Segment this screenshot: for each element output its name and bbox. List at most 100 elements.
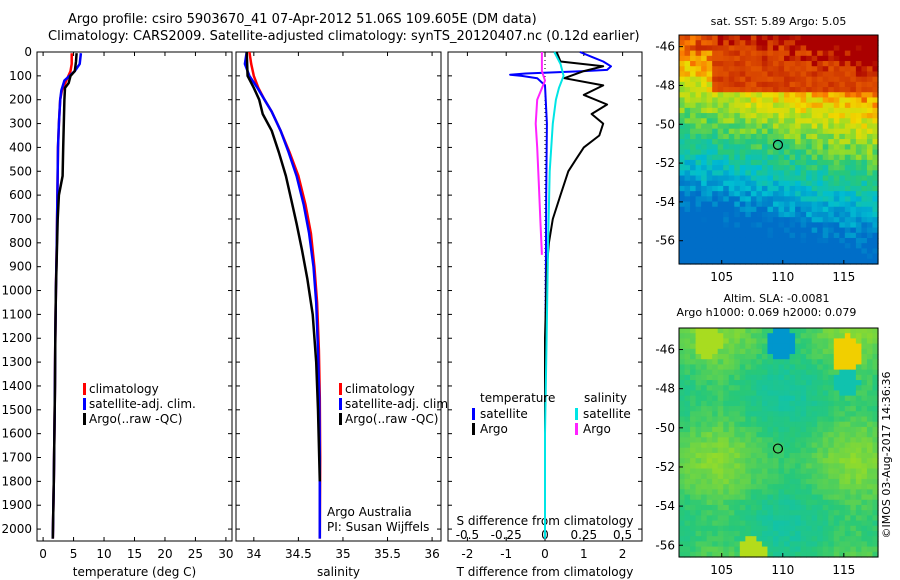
sst_map-cell	[866, 118, 874, 125]
sst_map-cell	[850, 165, 857, 171]
sst_map-cell	[811, 123, 818, 130]
sla_map-cell	[850, 520, 857, 527]
sla_map-cell	[745, 447, 752, 454]
sst_map-cell	[679, 185, 686, 192]
sla_map-cell	[828, 380, 835, 386]
sst_map-cell	[756, 40, 763, 46]
sst_map-cell	[701, 185, 708, 192]
sst_map-ytick-label: -50	[655, 117, 675, 131]
sst_map-cell	[728, 185, 735, 192]
sst_map-cell	[850, 258, 857, 265]
sst_map-cell	[756, 185, 763, 192]
sla_map-cell	[772, 452, 780, 459]
sla_map-cell	[690, 447, 697, 454]
sst_map-cell	[717, 66, 724, 73]
sla_map-cell	[866, 354, 874, 360]
sla_map-cell	[811, 354, 818, 360]
sst_map-cell	[772, 211, 780, 218]
sla_map-cell	[712, 447, 719, 454]
sla_map-cell	[772, 338, 780, 345]
sla_map-cell	[695, 442, 702, 449]
sla_map-cell	[756, 504, 763, 511]
sst_map-cell	[778, 243, 785, 249]
sla_map-cell	[772, 411, 780, 418]
sla_map-cell	[866, 447, 874, 454]
sst_map-cell	[767, 196, 774, 203]
sst_map-cell	[828, 243, 835, 249]
sla_map-cell	[695, 484, 702, 490]
sla_map-cell	[695, 473, 702, 480]
sst_map-cell	[684, 201, 691, 208]
sla_map-cell	[822, 437, 829, 444]
sla_map-cell	[717, 473, 724, 480]
sla_map-cell	[795, 411, 802, 418]
sla_map-cell	[734, 343, 741, 350]
sla_map-cell	[739, 406, 746, 412]
sla_map-cell	[817, 338, 824, 345]
sla_map-cell	[772, 359, 780, 366]
sla_map-cell	[855, 354, 863, 360]
sla_map-cell	[866, 416, 874, 423]
sla_map-cell	[756, 551, 763, 558]
sst_map-cell	[806, 55, 813, 62]
temperature-xtick-label: 15	[127, 547, 142, 561]
sla_map-cell	[712, 551, 719, 558]
sla_map-cell	[872, 499, 879, 506]
sla_map-cell	[828, 364, 835, 371]
sst_map-cell	[789, 113, 796, 119]
sst_map-cell	[866, 92, 874, 99]
sla_map-cell	[778, 515, 785, 522]
sst_map-cell	[690, 92, 697, 99]
sst_map-cell	[866, 253, 874, 260]
sst_map-cell	[795, 133, 802, 140]
sla_map-cell	[739, 546, 746, 553]
sla_map-cell	[695, 395, 702, 402]
sla_map-cell	[684, 463, 691, 470]
sla_map-cell	[855, 406, 863, 412]
sst_map-cell	[844, 40, 851, 46]
sla_map-cell	[811, 530, 818, 537]
sst_map-cell	[690, 175, 697, 182]
sst_map-cell	[706, 180, 713, 187]
sst_map-cell	[734, 206, 741, 213]
sst_map-cell	[772, 61, 780, 67]
sla_map-cell	[734, 432, 741, 438]
sst_map-cell	[712, 40, 719, 46]
sst_map-cell	[767, 40, 774, 46]
sst_map-cell	[861, 201, 868, 208]
sla_map-cell	[745, 504, 752, 511]
sst_map-cell	[712, 237, 719, 244]
sst_map-cell	[828, 175, 835, 182]
sla_map-cell	[734, 369, 741, 376]
sla_map-cell	[712, 494, 719, 501]
sla_map-cell	[701, 338, 708, 345]
sst_map-cell	[833, 232, 840, 239]
sla_map-cell	[734, 411, 741, 418]
sla_map-cell	[701, 416, 708, 423]
sla_map-cell	[822, 343, 829, 350]
sst_map-cell	[772, 128, 780, 135]
sla_map-cell	[811, 515, 818, 522]
sst_map-cell	[690, 55, 697, 62]
sst_map-cell	[712, 144, 719, 151]
sla_map-cell	[717, 416, 724, 423]
sla_map-cell	[679, 515, 686, 522]
sla_map-cell	[756, 494, 763, 501]
sst_map-cell	[701, 258, 708, 265]
sla_map-cell	[739, 338, 746, 345]
sla_map-cell	[850, 400, 857, 407]
sst_map-cell	[795, 113, 802, 119]
sst_map-cell	[695, 113, 702, 119]
sla_map-cell	[850, 406, 857, 412]
sst_map-cell	[806, 35, 813, 41]
sst_map-cell	[844, 206, 851, 213]
sla_map-cell	[717, 546, 724, 553]
sla_map-cell	[767, 489, 774, 496]
sst_map-cell	[772, 222, 780, 229]
sla_map-cell	[717, 510, 724, 516]
sla_map-cell	[695, 536, 702, 542]
sla_map-cell	[784, 343, 791, 350]
sla_map-cell	[723, 328, 730, 334]
sla_map-cell	[806, 447, 813, 454]
sla_map-cell	[723, 447, 730, 454]
